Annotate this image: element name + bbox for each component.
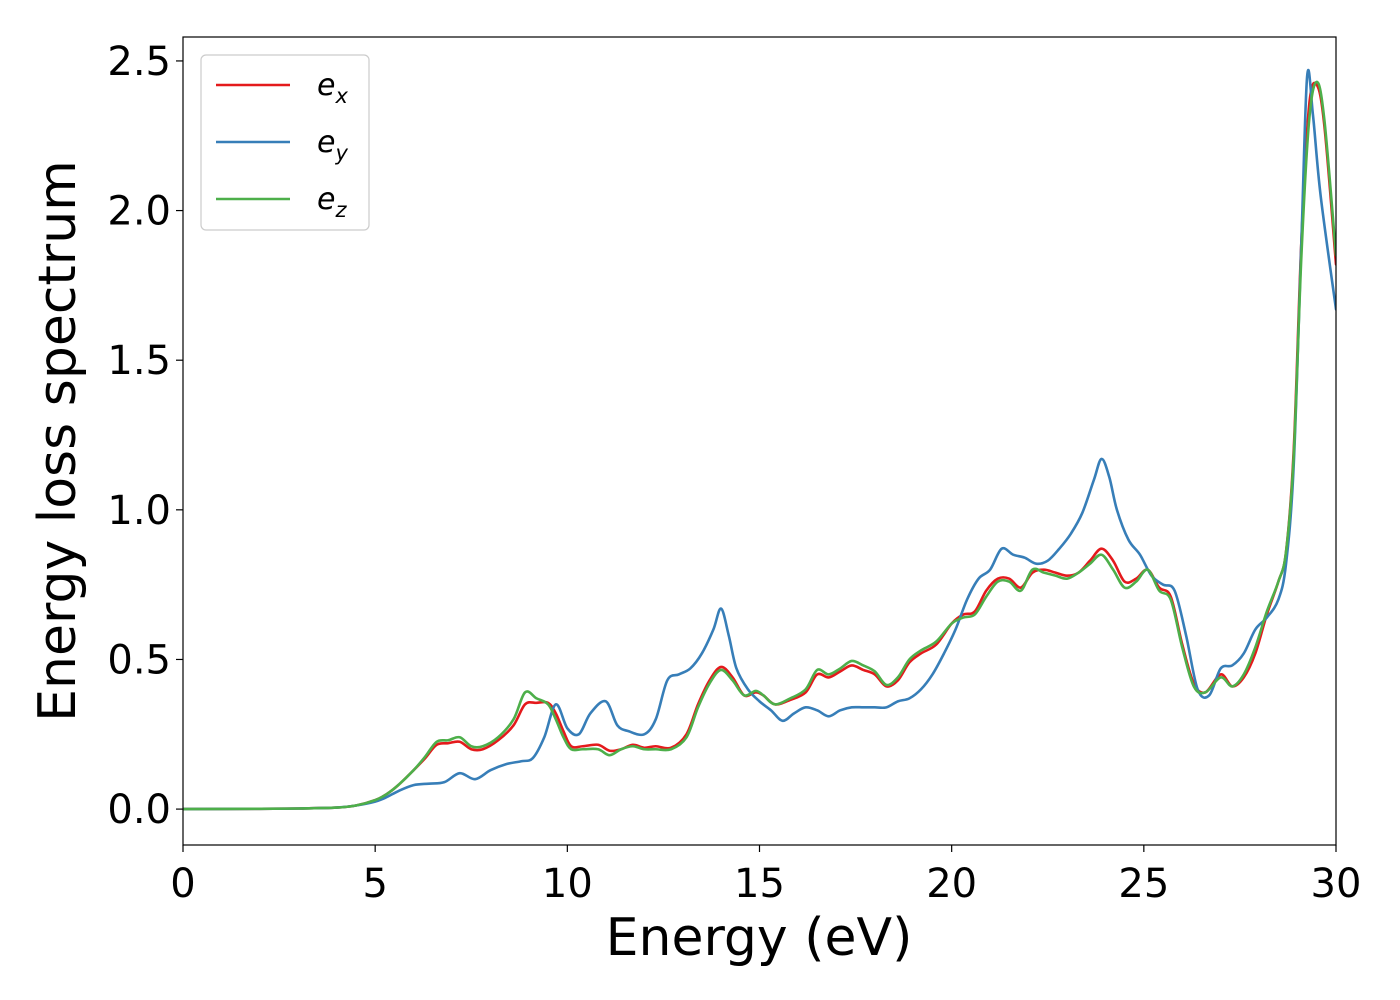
x-tick-label: 15 <box>734 861 785 907</box>
legend-label-ez: ez <box>317 182 347 222</box>
legend-label-subscript: x <box>334 84 348 108</box>
x-tick-label: 5 <box>362 861 387 907</box>
legend-label-base: e <box>317 182 335 217</box>
y-tick-label: 2.0 <box>107 189 171 235</box>
legend-label-ey: ey <box>317 125 348 165</box>
y-axis-title: Energy loss spectrum <box>28 160 88 722</box>
series-line-ey <box>183 68 1336 811</box>
series-layer <box>183 68 1336 811</box>
x-tick-label: 30 <box>1311 861 1362 907</box>
series-line-ez <box>183 80 1336 811</box>
x-tick-label: 20 <box>926 861 977 907</box>
legend-label-base: e <box>317 125 335 160</box>
x-tick-label: 25 <box>1118 861 1169 907</box>
x-tick-label: 0 <box>170 861 195 907</box>
y-tick-label: 0.5 <box>107 637 171 683</box>
y-tick-label: 1.5 <box>107 338 171 384</box>
legend-label-ex: ex <box>317 68 348 108</box>
y-axis-ticks: 0.0 0.5 1.0 1.5 2.0 2.5 <box>107 39 183 833</box>
y-tick-label: 1.0 <box>107 488 171 534</box>
legend-label-subscript: y <box>334 141 348 165</box>
x-axis-ticks: 0 5 10 15 20 25 30 <box>170 845 1361 907</box>
y-tick-label: 0.0 <box>107 787 171 833</box>
legend-label-base: e <box>317 68 335 103</box>
x-axis-title: Energy (eV) <box>606 908 913 968</box>
legend-label-subscript: z <box>334 198 347 222</box>
x-tick-label: 10 <box>542 861 593 907</box>
y-tick-label: 2.5 <box>107 39 171 85</box>
